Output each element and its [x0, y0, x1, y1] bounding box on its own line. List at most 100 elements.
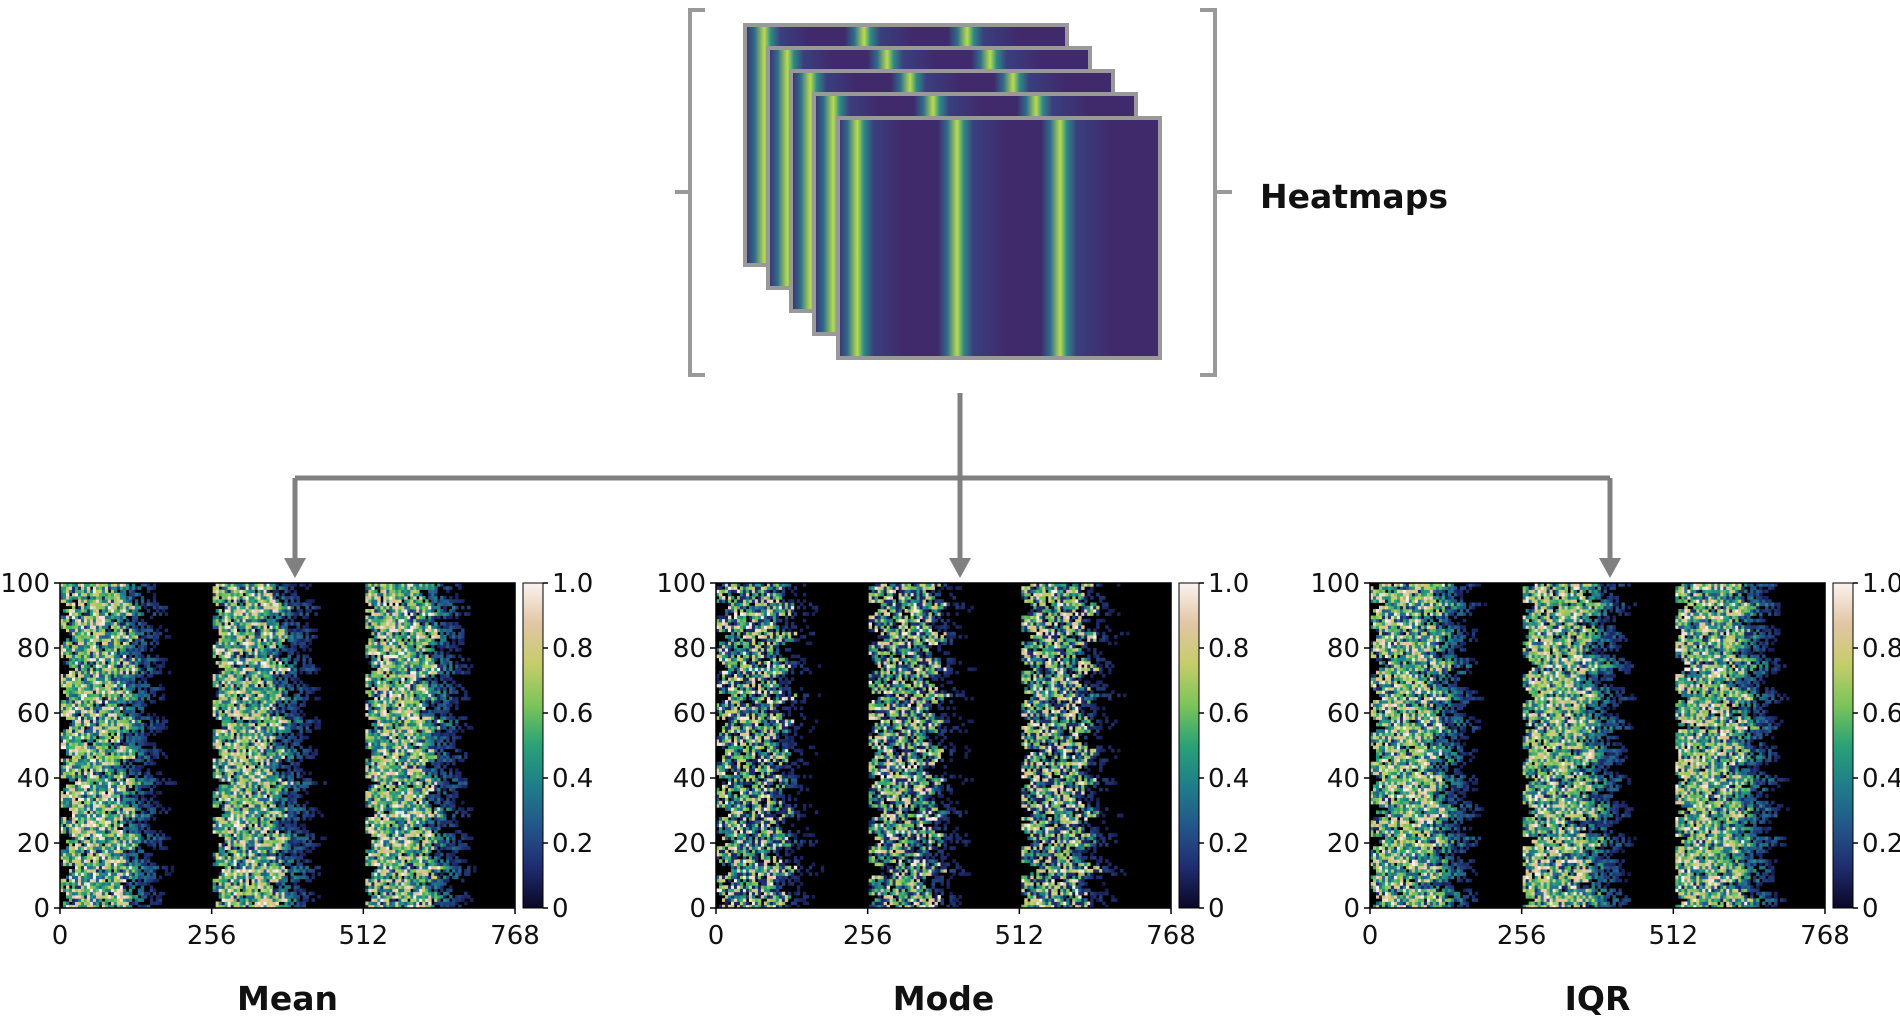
heatmap-cell	[158, 804, 163, 808]
heatmap-cell	[407, 839, 411, 844]
heatmap-cell	[419, 891, 423, 896]
heatmap-cell	[296, 732, 300, 737]
heatmap-cell	[272, 755, 276, 759]
heatmap-cell	[401, 830, 405, 834]
heatmap-cell	[122, 719, 127, 724]
heatmap-cell	[128, 872, 133, 876]
heatmap-cell	[434, 865, 438, 870]
heatmap-cell	[143, 735, 148, 740]
heatmap-cell	[455, 768, 459, 772]
heatmap-cell	[80, 794, 85, 798]
heatmap-cell	[104, 748, 109, 753]
heatmap-cell	[458, 755, 462, 759]
heatmap-cell	[293, 752, 297, 756]
heatmap-cell	[110, 765, 115, 769]
heatmap-cell	[428, 735, 432, 740]
heatmap-cell	[320, 813, 324, 818]
heatmap-cell	[308, 778, 312, 782]
heatmap-cell	[242, 745, 246, 750]
heatmap-cell	[239, 742, 243, 746]
heatmap-cell	[77, 839, 82, 844]
heatmap-cell	[221, 830, 226, 834]
heatmap-cell	[422, 758, 426, 763]
heatmap-cell	[296, 904, 300, 909]
heatmap-cell	[380, 797, 384, 802]
heatmap-cell	[263, 820, 267, 824]
heatmap-cell	[419, 755, 423, 759]
heatmap-cell	[230, 765, 235, 769]
heatmap-cell	[128, 869, 133, 873]
heatmap-cell	[239, 849, 243, 854]
heatmap-cell	[71, 823, 76, 828]
heatmap-cell	[428, 771, 432, 776]
heatmap-cell	[404, 833, 408, 837]
heatmap-cell	[284, 817, 288, 821]
heatmap-cell	[386, 800, 390, 805]
heatmap-cell	[434, 856, 438, 860]
heatmap-cell	[71, 745, 76, 750]
heatmap-cell	[110, 758, 115, 763]
heatmap-cell	[299, 849, 303, 854]
heatmap-cell	[110, 787, 115, 792]
heatmap-cell	[239, 804, 243, 808]
heatmap-cell	[398, 778, 402, 782]
heatmap-cell	[383, 804, 387, 808]
heatmap-cell	[245, 859, 249, 863]
heatmap-cell	[152, 875, 157, 880]
heatmap-cell	[83, 742, 88, 746]
heatmap-cell	[131, 833, 136, 837]
heatmap-cell	[110, 891, 115, 896]
heatmap-cell	[122, 758, 127, 763]
heatmap-cell	[245, 904, 249, 909]
heatmap-cell	[95, 852, 100, 857]
heatmap-cell	[89, 800, 94, 805]
heatmap-cell	[389, 862, 393, 867]
heatmap-cell	[464, 836, 468, 841]
heatmap-cell	[71, 804, 76, 808]
heatmap-cell	[473, 865, 477, 870]
heatmap-cell	[236, 787, 240, 792]
heatmap-cell	[395, 804, 399, 808]
heatmap-cell	[125, 904, 130, 909]
heatmap-cell	[146, 856, 151, 860]
heatmap-cell	[407, 752, 411, 756]
heatmap-cell	[101, 891, 106, 896]
heatmap-cell	[125, 875, 130, 880]
heatmap-cell	[446, 797, 450, 802]
heatmap-cell	[140, 872, 145, 876]
heatmap-cell	[86, 895, 91, 899]
heatmap-cell	[416, 771, 420, 776]
heatmap-cell	[410, 800, 414, 805]
heatmap-cell	[422, 735, 426, 740]
heatmap-cell	[449, 846, 453, 850]
heatmap-cell	[212, 885, 217, 889]
heatmap-cell	[62, 826, 67, 831]
heatmap-cell	[446, 833, 450, 837]
heatmap-cell	[98, 862, 103, 867]
heatmap-cell	[293, 810, 297, 815]
heatmap-cell	[377, 735, 381, 740]
heatmap-cell	[245, 852, 249, 857]
heatmap-cell	[368, 771, 372, 776]
heatmap-cell	[398, 742, 402, 746]
heatmap-cell	[71, 895, 76, 899]
heatmap-cell	[398, 843, 402, 847]
heatmap-cell	[455, 810, 459, 815]
heatmap-cell	[287, 901, 291, 906]
heatmap-cell	[383, 807, 387, 811]
heatmap-cell	[248, 716, 252, 720]
heatmap-cell	[212, 729, 217, 733]
heatmap-cell	[128, 745, 133, 750]
heatmap-cell	[260, 891, 264, 896]
heatmap-cell	[143, 904, 148, 909]
heatmap-cell	[131, 872, 136, 876]
heatmap-cell	[71, 904, 76, 909]
heatmap-cell	[437, 891, 441, 896]
heatmap-cell	[281, 891, 285, 896]
heatmap-cell	[239, 830, 243, 834]
heatmap-cell	[152, 836, 157, 841]
heatmap-cell	[104, 849, 109, 854]
heatmap-cell	[260, 878, 264, 883]
heatmap-cell	[296, 898, 300, 902]
heatmap-cell	[371, 898, 375, 902]
